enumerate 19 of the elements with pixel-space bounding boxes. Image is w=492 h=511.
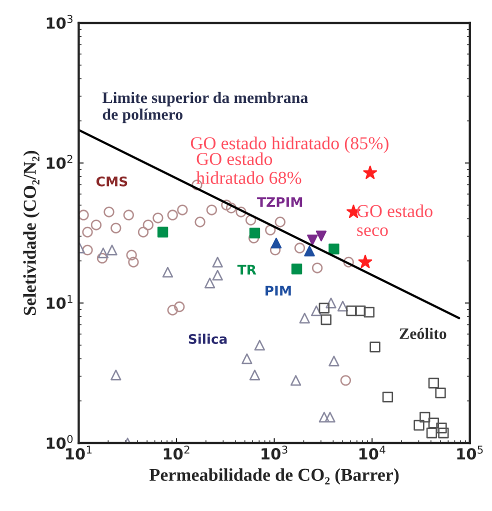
y-axis-title: Seletividade (CO₂/N₂) bbox=[23, 150, 40, 315]
annotation: GO estado hidratado (85%) bbox=[190, 136, 388, 153]
annotation: TZPIM bbox=[257, 197, 302, 207]
annotation: Silica bbox=[188, 334, 227, 344]
annotation: Limite superior da membrana de polímero bbox=[102, 92, 308, 124]
x-tick-label: 10$^{2}$ bbox=[164, 446, 190, 460]
annotation: GO estado hidratado 68% bbox=[196, 152, 302, 184]
x-tick-label: 10$^{3}$ bbox=[262, 446, 288, 460]
y-tick-label: 10$^{1}$ bbox=[46, 295, 72, 309]
annotation: GO estado seco bbox=[357, 204, 432, 236]
x-tick-label: 10$^{4}$ bbox=[359, 446, 386, 460]
y-tick-label: 10$^{3}$ bbox=[46, 14, 72, 29]
annotation: TR bbox=[237, 264, 256, 274]
annotation: CMS bbox=[96, 176, 128, 186]
annotation: PIM bbox=[266, 286, 291, 296]
x-tick-label: 10$^{5}$ bbox=[457, 446, 483, 460]
y-tick-label: 10$^{2}$ bbox=[46, 154, 72, 169]
annotation: Zeólito bbox=[400, 328, 446, 340]
x-axis-title: Permeabilidade de CO₂ (Barrer) bbox=[149, 468, 399, 485]
